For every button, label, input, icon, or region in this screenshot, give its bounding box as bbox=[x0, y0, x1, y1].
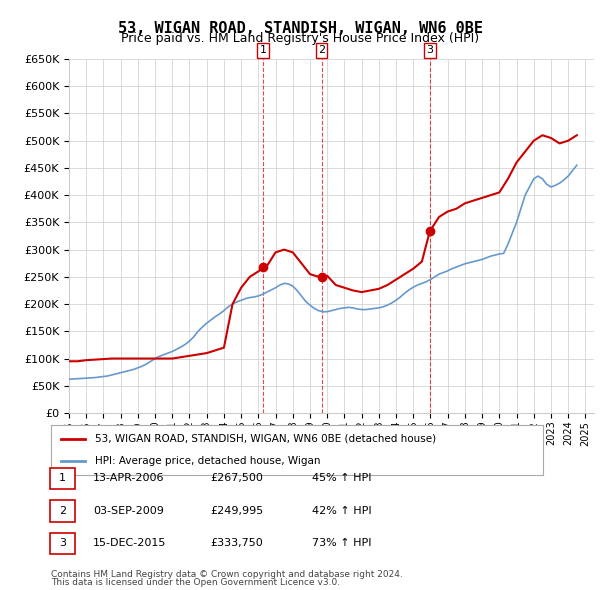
Text: 53, WIGAN ROAD, STANDISH, WIGAN, WN6 0BE: 53, WIGAN ROAD, STANDISH, WIGAN, WN6 0BE bbox=[118, 21, 482, 35]
Text: 2: 2 bbox=[318, 45, 325, 55]
Text: Price paid vs. HM Land Registry's House Price Index (HPI): Price paid vs. HM Land Registry's House … bbox=[121, 32, 479, 45]
Text: 03-SEP-2009: 03-SEP-2009 bbox=[93, 506, 164, 516]
Text: 1: 1 bbox=[59, 474, 66, 483]
Text: Contains HM Land Registry data © Crown copyright and database right 2024.: Contains HM Land Registry data © Crown c… bbox=[51, 571, 403, 579]
Text: 3: 3 bbox=[426, 45, 433, 55]
Text: 2: 2 bbox=[59, 506, 66, 516]
Text: 3: 3 bbox=[59, 539, 66, 548]
Text: 53, WIGAN ROAD, STANDISH, WIGAN, WN6 0BE (detached house): 53, WIGAN ROAD, STANDISH, WIGAN, WN6 0BE… bbox=[95, 434, 436, 444]
Text: 1: 1 bbox=[260, 45, 266, 55]
Text: HPI: Average price, detached house, Wigan: HPI: Average price, detached house, Wiga… bbox=[95, 456, 321, 466]
Text: This data is licensed under the Open Government Licence v3.0.: This data is licensed under the Open Gov… bbox=[51, 578, 340, 587]
Text: 73% ↑ HPI: 73% ↑ HPI bbox=[312, 539, 371, 548]
Text: 45% ↑ HPI: 45% ↑ HPI bbox=[312, 474, 371, 483]
Text: £249,995: £249,995 bbox=[210, 506, 263, 516]
Text: £333,750: £333,750 bbox=[210, 539, 263, 548]
Text: £267,500: £267,500 bbox=[210, 474, 263, 483]
Text: 15-DEC-2015: 15-DEC-2015 bbox=[93, 539, 166, 548]
Text: 42% ↑ HPI: 42% ↑ HPI bbox=[312, 506, 371, 516]
Text: 13-APR-2006: 13-APR-2006 bbox=[93, 474, 164, 483]
